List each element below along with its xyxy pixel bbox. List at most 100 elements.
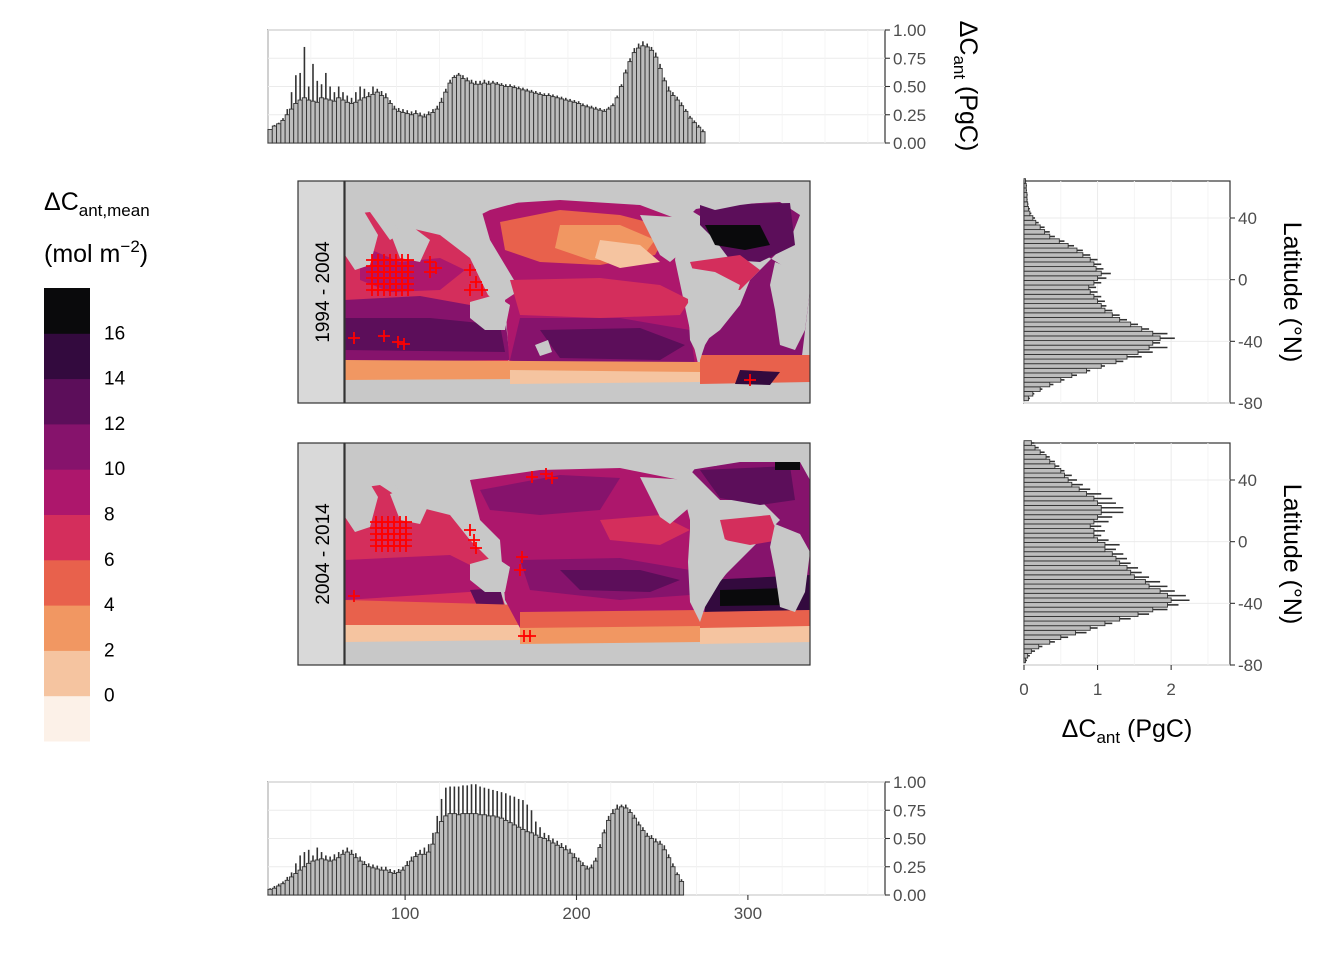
histogram-bar (657, 67, 663, 144)
histogram-bar (640, 830, 646, 896)
histogram-bar (1023, 284, 1090, 291)
histogram-bar (580, 105, 586, 144)
histogram-bar (456, 814, 462, 896)
histogram-bar (396, 110, 402, 144)
float-marker (348, 332, 360, 344)
histogram-bar (421, 116, 427, 144)
histogram-bar (473, 813, 479, 896)
histogram-bar (700, 131, 706, 144)
histogram-bar (1023, 458, 1051, 465)
lat-hist-bars-1 (1023, 178, 1175, 402)
histogram-bar (434, 108, 440, 144)
legend-swatch (44, 514, 90, 561)
lat-hist-ylabel-2: Latitude (°N) (1278, 484, 1306, 625)
histogram-bar (456, 74, 462, 144)
histogram-bar (318, 97, 325, 144)
histogram-bar (533, 834, 539, 896)
legend-swatch (44, 378, 90, 425)
histogram-bar (678, 880, 685, 896)
histogram-bar (464, 813, 470, 896)
strip-1994-2004 (297, 180, 345, 404)
x-tick-label: 100 (391, 904, 419, 923)
histogram-bar (460, 78, 466, 144)
histogram-bar (391, 873, 397, 896)
float-marker (398, 338, 410, 350)
histogram-bar (1023, 321, 1132, 328)
strip-label-1994-2004: 1994 - 2004 (313, 241, 334, 343)
histogram-bar (383, 97, 389, 144)
histogram-bar (1023, 279, 1095, 286)
histogram-bar (344, 851, 350, 896)
histogram-bar (323, 859, 329, 896)
histogram-bar (1023, 486, 1080, 493)
histogram-bar (558, 98, 565, 144)
histogram-bar (1023, 625, 1091, 631)
histogram-bar (644, 46, 650, 144)
histogram-bar (636, 824, 642, 896)
y-tick-label: 0.50 (893, 78, 926, 97)
histogram-bar (408, 860, 415, 896)
histogram-bar (576, 860, 582, 896)
histogram-bar (1023, 454, 1047, 460)
x-tick-label: 0 (1019, 680, 1028, 699)
histogram-bar (1023, 583, 1150, 590)
histogram-bar (314, 101, 320, 144)
strip-label-2004-2014: 2004 - 2014 (313, 503, 334, 605)
histogram-bar (696, 126, 702, 144)
histogram-bar (391, 108, 397, 144)
y-tick-label: 40 (1238, 471, 1257, 490)
histogram-bar (1023, 395, 1029, 402)
histogram-bar (1023, 518, 1095, 525)
histogram-bar (597, 109, 603, 144)
histogram-bar (1023, 560, 1121, 567)
histogram-bar (1023, 386, 1041, 392)
histogram-bar (464, 80, 470, 144)
histogram-bar (1023, 270, 1102, 277)
histogram-bar (558, 847, 565, 896)
legend-tick-label: 6 (104, 550, 115, 571)
histogram-bar (1023, 261, 1095, 268)
bottom-hist-xticks: 100 200 300 (391, 895, 762, 923)
histogram-bar (383, 869, 389, 896)
histogram-bar (494, 83, 500, 144)
float-marker (464, 264, 476, 276)
histogram-bar (490, 82, 496, 144)
y-tick-label: 0 (1238, 271, 1247, 290)
map-1994-2004 (345, 181, 810, 403)
legend-units: (mol m−2) (44, 237, 148, 268)
histogram-bar (288, 876, 295, 896)
histogram-bar (1023, 578, 1146, 585)
histogram-bar (327, 860, 333, 896)
histogram-bar (640, 45, 646, 144)
histogram-bar (691, 122, 697, 144)
y-tick-label: -80 (1238, 656, 1263, 675)
histogram-bar (631, 52, 637, 144)
histogram-bar (366, 866, 372, 896)
lat-hist-bars-2 (1023, 440, 1190, 664)
histogram-bar (477, 814, 483, 896)
histogram-bar (1023, 615, 1121, 622)
histogram-bar (430, 843, 436, 896)
histogram-bar (276, 885, 282, 896)
histogram-bar (1023, 611, 1139, 617)
histogram-bar (481, 814, 487, 896)
bottom-hist-bars (267, 784, 685, 896)
y-tick-label: -80 (1238, 394, 1263, 413)
latitude-histogram-2004-2014: -80 -40 0 40 0 1 2 Latitude (°N) ΔCant (PgC) (1019, 440, 1306, 747)
histogram-bar (413, 856, 419, 896)
histogram-bar (451, 77, 457, 144)
histogram-bar (541, 95, 547, 144)
histogram-bar (1023, 182, 1027, 189)
histogram-bar (661, 80, 667, 144)
histogram-bar (498, 84, 505, 144)
histogram-bar (370, 867, 376, 896)
histogram-bar (348, 102, 355, 144)
histogram-bar (588, 107, 595, 144)
histogram-bar (451, 813, 457, 896)
histogram-bar (1023, 363, 1102, 369)
histogram-bar (1023, 298, 1099, 305)
histogram-bar (1023, 509, 1102, 516)
legend-swatch (44, 559, 90, 606)
histogram-bar (1023, 252, 1084, 258)
